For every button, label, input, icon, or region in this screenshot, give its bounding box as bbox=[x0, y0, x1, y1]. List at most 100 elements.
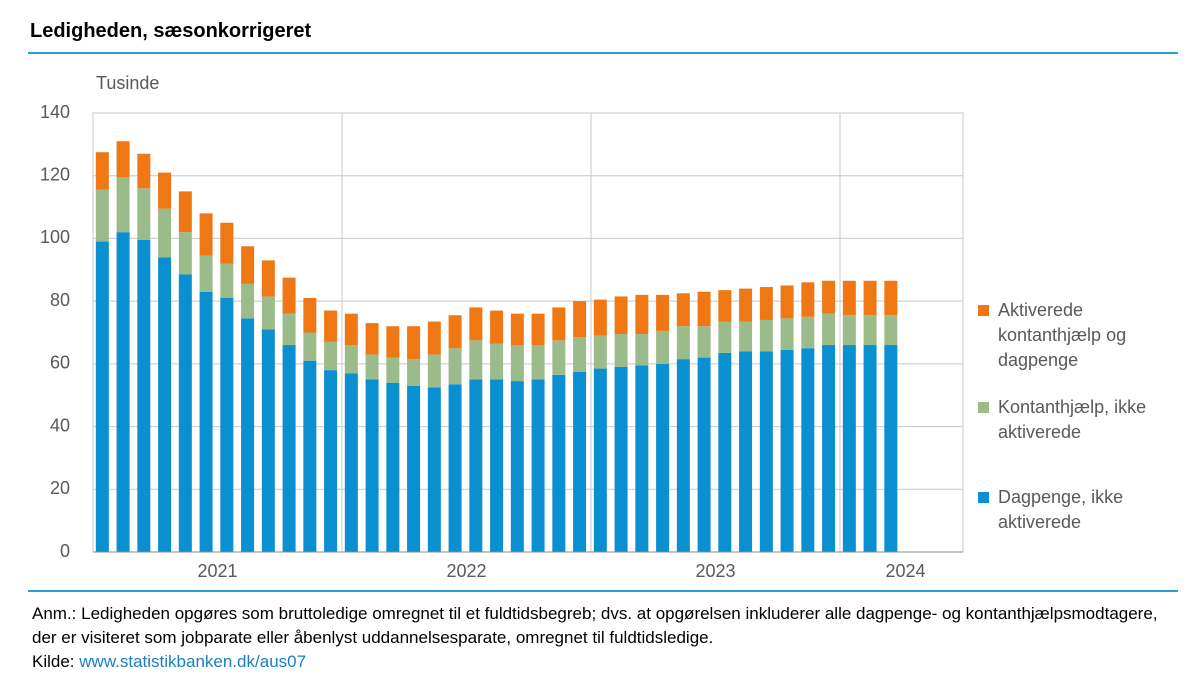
bar-segment bbox=[676, 293, 690, 327]
bar-segment bbox=[676, 326, 690, 360]
bar-segment bbox=[344, 373, 358, 552]
bar-segment bbox=[386, 382, 400, 552]
bar-segment bbox=[282, 345, 296, 552]
bar-segment bbox=[780, 349, 794, 552]
bar-segment bbox=[531, 379, 545, 552]
bar-segment bbox=[241, 283, 255, 319]
bar-segment bbox=[573, 301, 587, 338]
bar-segment bbox=[158, 257, 172, 552]
bar-segment bbox=[822, 345, 836, 552]
bar-segment bbox=[365, 323, 379, 355]
legend-label: Aktiverede kontanthjælp og dagpenge bbox=[998, 300, 1127, 370]
bar-segment bbox=[95, 152, 109, 190]
bar-segment bbox=[365, 354, 379, 380]
y-tick-label: 20 bbox=[50, 478, 70, 498]
bar-segment bbox=[884, 315, 898, 346]
bar-segment bbox=[365, 379, 379, 552]
bar-segment bbox=[95, 241, 109, 553]
bar-segment bbox=[842, 315, 856, 346]
bar-segment bbox=[863, 315, 877, 346]
bar-segment bbox=[863, 280, 877, 316]
bar-segment bbox=[241, 318, 255, 552]
bar-segment bbox=[199, 213, 213, 256]
legend-item: Aktiverede kontanthjælp og dagpenge bbox=[978, 298, 1188, 373]
y-tick-label: 0 bbox=[60, 541, 70, 561]
bar-segment bbox=[407, 326, 421, 360]
x-tick-label: 2024 bbox=[885, 561, 925, 581]
bar-segment bbox=[116, 232, 130, 552]
bar-segment bbox=[95, 189, 109, 242]
chart: Tusinde 0 20 40 60 80 100 120 140 2021 2022 2023 202… bbox=[40, 73, 964, 581]
note-block: Anm.: Ledigheden opgøres som bruttoledig… bbox=[32, 602, 1182, 674]
legend-label: Kontanthjælp, ikke aktiverede bbox=[998, 397, 1147, 442]
bar-segment bbox=[137, 188, 151, 240]
y-tick-label: 120 bbox=[40, 164, 70, 184]
bar-segment bbox=[448, 315, 462, 349]
legend-swatch bbox=[978, 305, 989, 316]
bar-segment bbox=[220, 298, 234, 552]
bar-segment bbox=[282, 277, 296, 314]
bar-segment bbox=[822, 313, 836, 346]
bar-segment bbox=[573, 371, 587, 552]
bar-segment bbox=[842, 280, 856, 316]
bar-segment bbox=[282, 313, 296, 346]
bar-segment bbox=[220, 222, 234, 264]
bar-segment bbox=[116, 141, 130, 178]
bar-segment bbox=[676, 359, 690, 552]
y-tick-label: 100 bbox=[40, 227, 70, 247]
bar-segment bbox=[386, 357, 400, 383]
bar-segment bbox=[801, 282, 815, 317]
bar-segment bbox=[137, 239, 151, 552]
bar-segment bbox=[759, 287, 773, 320]
bar-segment bbox=[635, 334, 649, 366]
bar-segment bbox=[448, 348, 462, 385]
bar-segment bbox=[780, 318, 794, 350]
bar-segment bbox=[303, 360, 317, 552]
bar-segment bbox=[427, 354, 441, 388]
source-link[interactable]: www.statistikbanken.dk/aus07 bbox=[79, 652, 307, 671]
bar-segment bbox=[448, 384, 462, 552]
bar-segment bbox=[199, 291, 213, 552]
bar-segment bbox=[552, 374, 566, 552]
y-tick-label: 60 bbox=[50, 353, 70, 373]
bar-segment bbox=[884, 345, 898, 552]
bar-segment bbox=[614, 366, 628, 552]
legend-label: Dagpenge, ikke aktiverede bbox=[998, 487, 1124, 532]
bar-segment bbox=[158, 208, 172, 258]
bar-segment bbox=[593, 299, 607, 336]
bar-segment bbox=[801, 348, 815, 552]
bar-segment bbox=[220, 263, 234, 299]
bar-segment bbox=[863, 345, 877, 552]
bar-segment bbox=[261, 329, 275, 552]
bar-segment bbox=[739, 321, 753, 352]
bar-segment bbox=[531, 313, 545, 346]
bar-segment bbox=[386, 326, 400, 358]
bar-segment bbox=[407, 385, 421, 552]
bar-segment bbox=[178, 274, 192, 552]
bar-segment bbox=[759, 351, 773, 552]
bar-segment bbox=[531, 345, 545, 380]
bar-segment bbox=[427, 321, 441, 355]
bar-segment bbox=[324, 310, 338, 342]
bar-segment bbox=[759, 319, 773, 352]
bar-segment bbox=[303, 332, 317, 361]
bar-segment bbox=[593, 368, 607, 552]
note: Anm.: Ledigheden opgøres som bruttoledig… bbox=[32, 604, 1158, 647]
bar-segment bbox=[697, 357, 711, 552]
bar-segment bbox=[324, 370, 338, 552]
bar-segment bbox=[614, 296, 628, 335]
bar-segment bbox=[780, 285, 794, 319]
bar-segment bbox=[573, 337, 587, 372]
bar-segment bbox=[303, 298, 317, 333]
y-tick-label: 40 bbox=[50, 415, 70, 435]
bar-segment bbox=[407, 359, 421, 386]
bar-segment bbox=[199, 255, 213, 292]
bar-segment bbox=[241, 246, 255, 284]
y-axis-label: Tusinde bbox=[96, 73, 159, 93]
bar-segment bbox=[656, 330, 670, 364]
bar-segment bbox=[552, 340, 566, 375]
bar-segment bbox=[718, 352, 732, 552]
bar-segment bbox=[739, 288, 753, 322]
bar-segment bbox=[324, 341, 338, 371]
